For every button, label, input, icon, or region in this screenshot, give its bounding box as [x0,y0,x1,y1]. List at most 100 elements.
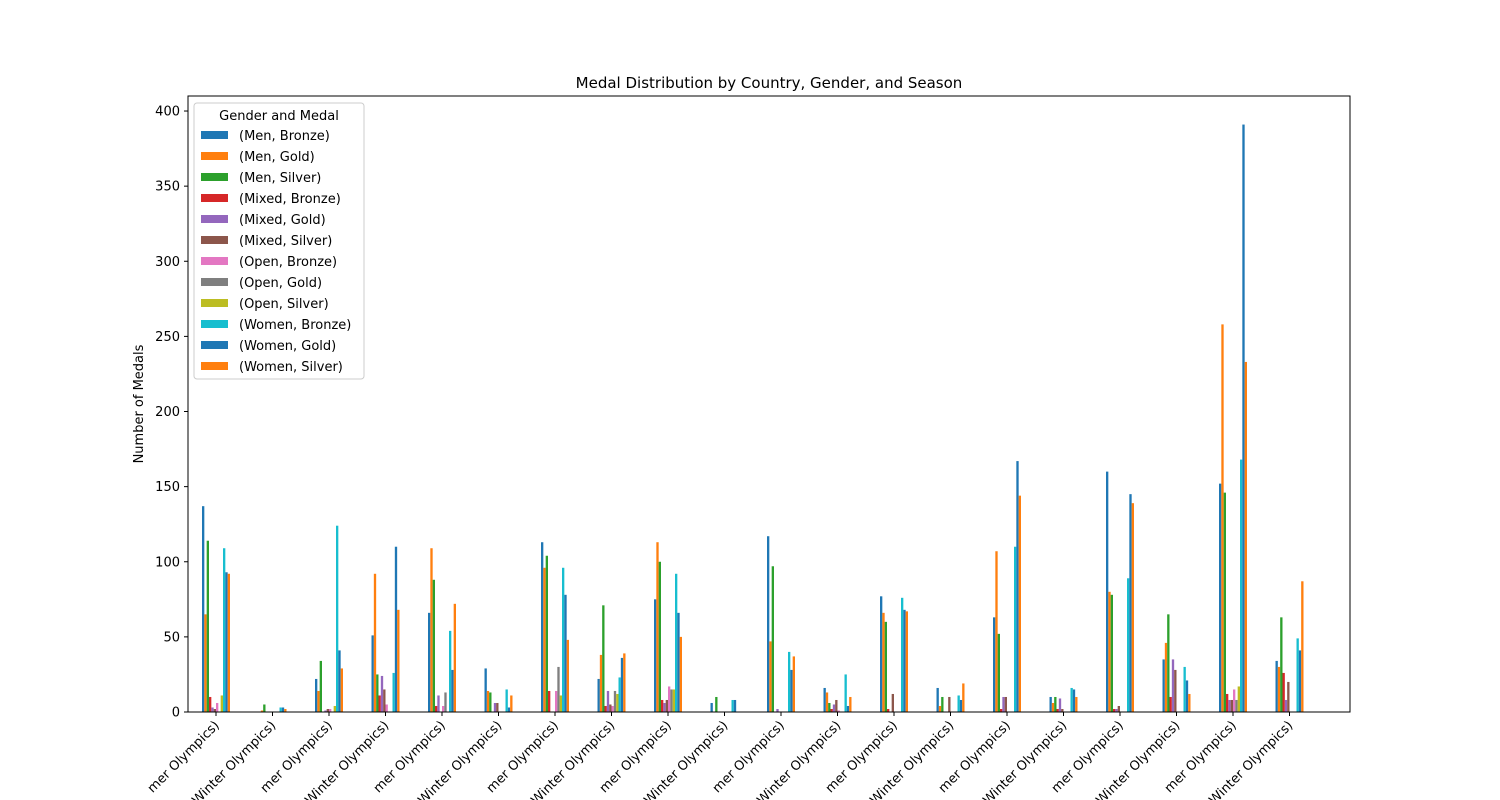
bar [1183,666,1186,712]
bar [392,672,395,712]
bar [484,668,487,712]
bar [776,709,779,712]
bar [837,710,840,712]
bar [830,709,833,712]
bar [769,641,772,712]
bar [1054,696,1057,712]
y-tick-label: 0 [172,706,180,721]
legend-swatch [201,236,228,244]
legend-swatch [201,341,228,349]
bars-layer [202,124,1304,713]
bar [449,630,452,712]
bar [545,555,548,712]
bar [1002,696,1005,712]
bar [832,704,836,712]
bar [792,656,795,712]
bar [319,660,322,712]
bar [260,710,264,712]
bar [373,573,377,712]
bar [941,696,944,712]
bar [1284,699,1288,712]
bar [1242,124,1245,713]
legend-label: (Women, Gold) [239,339,336,354]
bar [733,699,737,712]
bar [995,551,998,712]
bar [263,704,266,712]
bar [1280,617,1283,712]
bar [672,689,675,712]
bar [340,668,343,712]
bar [903,609,906,712]
bar [442,705,445,712]
bar [213,709,216,712]
bar [211,707,214,712]
legend-swatch [201,131,228,139]
bar [1127,578,1130,712]
legend-label: (Men, Gold) [239,150,315,165]
bar [1049,696,1052,712]
chart-title: Medal Distribution by Country, Gender, a… [576,74,963,92]
bar [962,683,965,712]
plot-frame [187,95,1351,713]
bar [623,653,626,712]
bar [437,695,440,712]
legend-swatch [201,173,228,181]
bar [281,707,285,712]
bar [1108,591,1111,712]
bar [204,614,207,712]
bar [844,674,847,712]
legend-label: (Women, Silver) [239,360,343,375]
bar [548,690,551,712]
bar [557,666,560,712]
bar [613,690,617,712]
legend: Gender and Medal (Men, Bronze) (Men, Gold… [193,102,365,380]
bar [1240,459,1243,712]
bar [1233,689,1236,712]
bar [1070,687,1073,712]
bar [1016,461,1019,712]
bar [329,709,332,712]
bar [510,695,513,712]
bar [948,696,951,712]
bar [371,635,374,712]
y-axis-label: Number of Medals [132,344,147,463]
bar [220,695,223,712]
bar [428,612,431,712]
bar [227,573,230,712]
y-tick-label: 100 [155,555,180,570]
bar [891,693,894,712]
legend-label: (Women, Bronze) [239,318,351,333]
bar [486,690,490,712]
bar [731,699,734,712]
legend-title: Gender and Medal [219,109,339,124]
bar [788,651,791,712]
bar [677,612,680,712]
y-tick-label: 400 [155,105,180,120]
bar [882,612,885,712]
bar [326,709,329,712]
bar [1282,672,1285,712]
bar [223,548,226,712]
bar [1075,696,1078,712]
bar [609,704,612,712]
bar [665,699,668,712]
bar [828,702,831,712]
bar [835,699,838,712]
bar [1014,546,1017,712]
bar [1117,705,1120,712]
bar [543,567,546,712]
bar [602,605,605,712]
bar [209,696,212,712]
bar [216,702,219,712]
bar [338,650,341,712]
legend-items: (Men, Bronze) (Men, Gold) (Men, Silver) (Mi… [201,129,351,375]
bar [1129,494,1132,712]
legend-label: (Open, Silver) [239,297,329,312]
bar [1235,699,1238,712]
bar [489,692,492,712]
bar [661,699,664,712]
bar [1051,702,1055,712]
legend-label: (Men, Bronze) [239,129,330,144]
bar [997,633,1000,712]
bar [1298,650,1302,712]
